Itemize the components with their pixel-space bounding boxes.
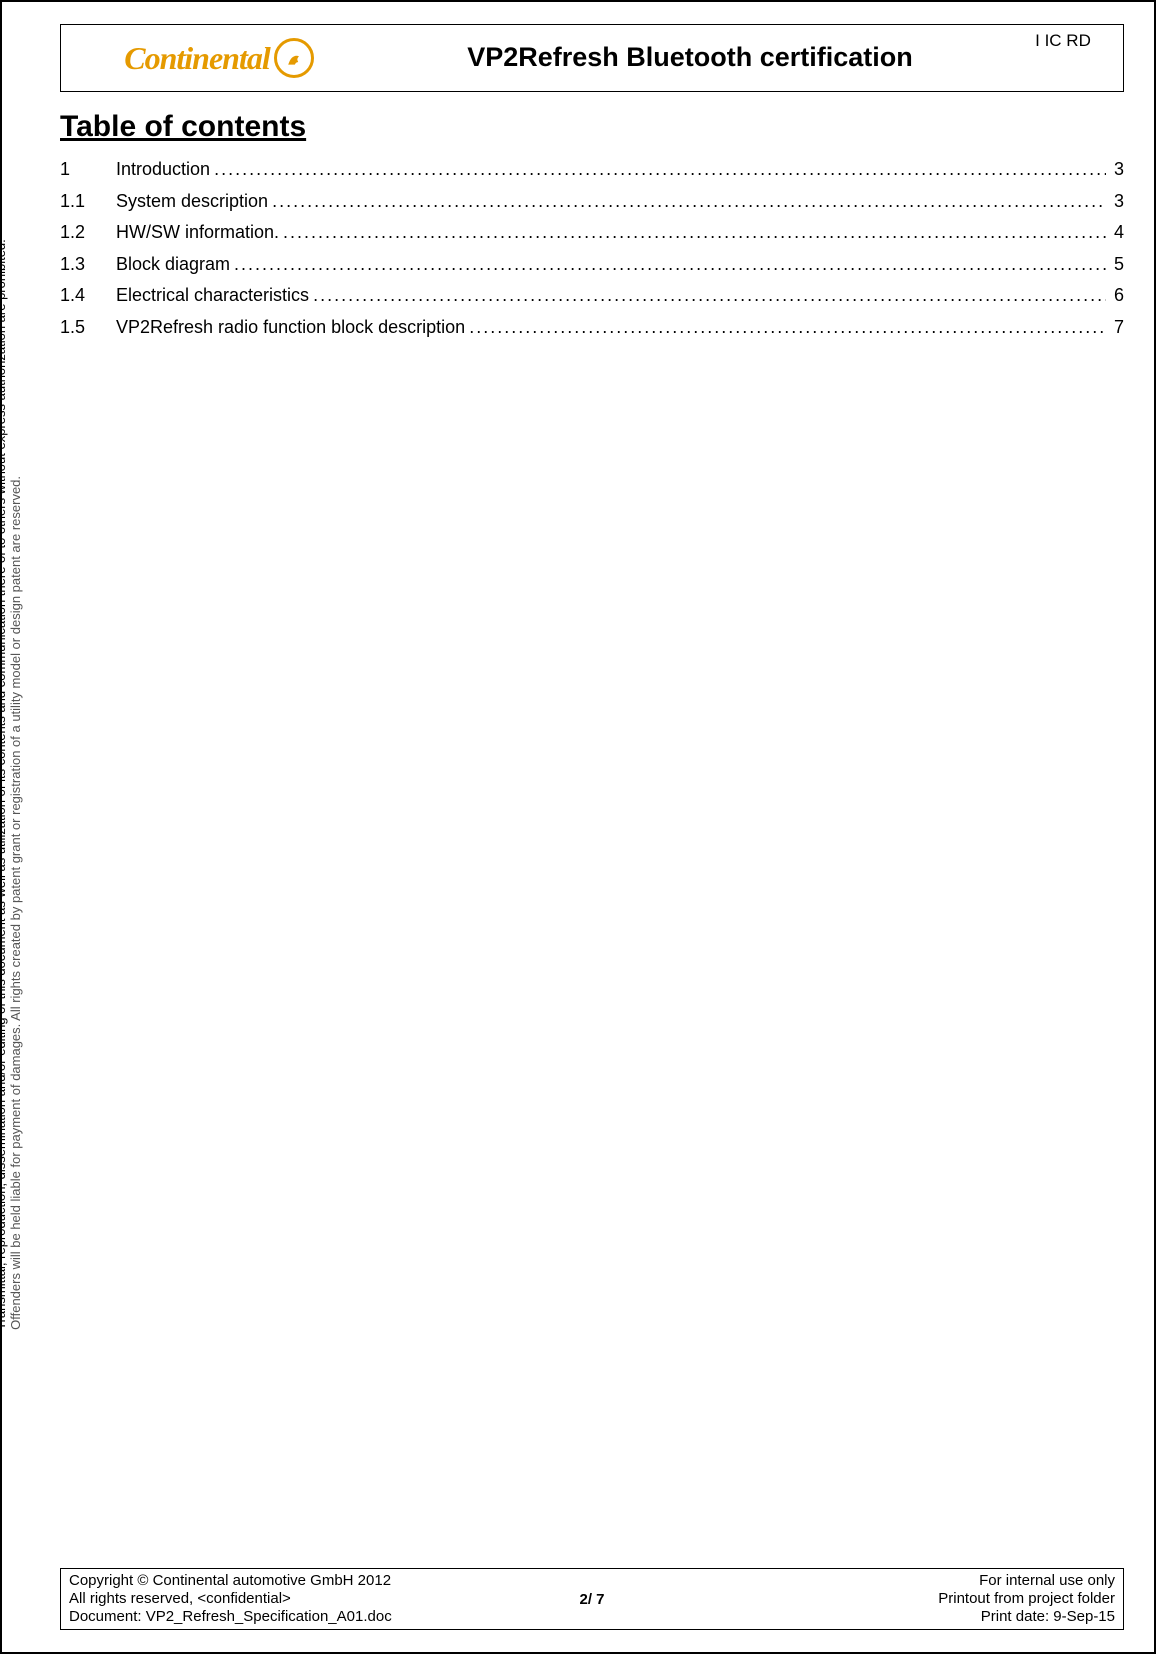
toc-num: 1.3 [60,249,116,281]
legal-line-2: Offenders will be held liable for paymen… [9,239,24,1330]
toc-title: HW/SW information. [116,217,279,249]
toc-num: 1.4 [60,280,116,312]
toc-dots: ........................................… [313,280,1106,312]
footer-print-date: Print date: 9-Sep-15 [640,1608,1115,1626]
footer-box: Copyright © Continental automotive GmbH … [60,1568,1124,1630]
toc-page: 5 [1110,249,1124,281]
toc-dots: ........................................… [469,312,1106,344]
toc-dots: ........................................… [234,249,1106,281]
toc-dots: ........................................… [214,154,1106,186]
toc-dots: ........................................… [283,217,1106,249]
toc-page: 4 [1110,217,1124,249]
footer-rights: All rights reserved, <confidential> [69,1590,544,1608]
toc-row: 1 Introduction .........................… [60,154,1124,186]
toc-title: Electrical characteristics [116,280,309,312]
doc-title: VP2Refresh Bluetooth certification [377,25,1003,91]
footer-page-number: 2/ 7 [552,1569,632,1629]
toc-num: 1.1 [60,186,116,218]
legal-sidetext: Transmittal, reproduction, dissemination… [0,239,24,1330]
continental-logo: Continental [124,38,314,78]
logo-text: Continental [124,40,270,77]
doc-code: I IC RD [1003,25,1123,91]
toc-title: System description [116,186,268,218]
footer-internal: For internal use only [640,1572,1115,1590]
footer-copyright: Copyright © Continental automotive GmbH … [69,1572,544,1590]
footer-right: For internal use only Printout from proj… [632,1569,1123,1629]
toc-heading: Table of contents [60,110,1124,144]
toc-num: 1.5 [60,312,116,344]
toc-num: 1 [60,154,116,186]
page: Continental VP2Refresh Bluetooth certifi… [0,0,1156,1654]
toc-row: 1.4 Electrical characteristics .........… [60,280,1124,312]
logo-cell: Continental [61,25,377,91]
toc-row: 1.3 Block diagram ......................… [60,249,1124,281]
toc-title: Introduction [116,154,210,186]
toc-num: 1.2 [60,217,116,249]
toc-page: 7 [1110,312,1124,344]
footer-document: Document: VP2_Refresh_Specification_A01.… [69,1608,544,1626]
toc-row: 1.2 HW/SW information. .................… [60,217,1124,249]
toc-row: 1.1 System description .................… [60,186,1124,218]
toc: 1 Introduction .........................… [60,154,1124,343]
toc-page: 3 [1110,154,1124,186]
toc-page: 6 [1110,280,1124,312]
toc-row: 1.5 VP2Refresh radio function block desc… [60,312,1124,344]
toc-title: VP2Refresh radio function block descript… [116,312,465,344]
toc-title: Block diagram [116,249,230,281]
toc-dots: ........................................… [272,186,1106,218]
header-box: Continental VP2Refresh Bluetooth certifi… [60,24,1124,92]
footer-left: Copyright © Continental automotive GmbH … [61,1569,552,1629]
footer-printout: Printout from project folder [640,1590,1115,1608]
horse-icon [274,38,314,78]
toc-page: 3 [1110,186,1124,218]
